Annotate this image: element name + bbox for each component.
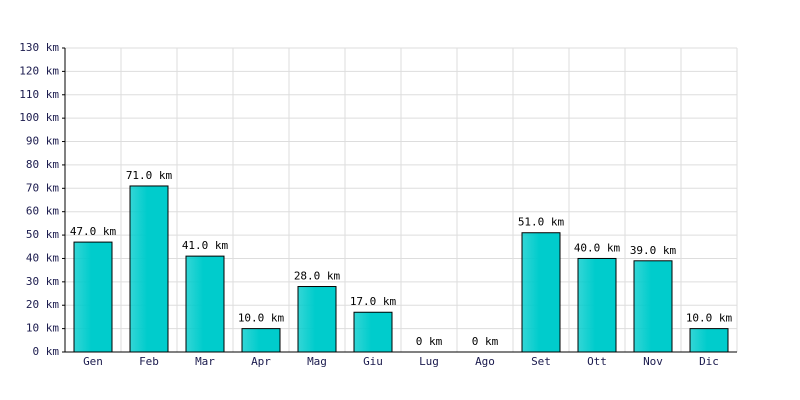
x-tick-label: Gen xyxy=(83,355,103,368)
bar xyxy=(185,255,225,353)
value-label: 10.0 km xyxy=(238,312,285,325)
bar xyxy=(577,257,617,353)
x-tick-label: Mag xyxy=(307,355,327,368)
bar xyxy=(633,260,673,353)
value-label: 40.0 km xyxy=(574,241,621,254)
bar xyxy=(129,185,169,353)
y-tick-label: 40 km xyxy=(26,251,59,264)
y-tick-label: 120 km xyxy=(19,64,59,77)
bar xyxy=(241,328,281,353)
bar xyxy=(297,286,337,353)
y-tick-label: 100 km xyxy=(19,111,59,124)
value-label: 28.0 km xyxy=(294,270,341,283)
value-label: 71.0 km xyxy=(126,169,173,182)
x-tick-label: Set xyxy=(531,355,551,368)
y-tick-label: 130 km xyxy=(19,41,59,54)
value-label: 39.0 km xyxy=(630,244,677,257)
bar xyxy=(353,311,393,353)
value-label: 47.0 km xyxy=(70,225,117,238)
y-tick-label: 0 km xyxy=(33,345,60,358)
x-tick-label: Lug xyxy=(419,355,439,368)
x-tick-label: Nov xyxy=(643,355,663,368)
y-tick-label: 50 km xyxy=(26,228,59,241)
bar xyxy=(689,328,729,353)
x-tick-label: Giu xyxy=(363,355,383,368)
x-tick-label: Feb xyxy=(139,355,159,368)
y-tick-label: 20 km xyxy=(26,298,59,311)
bar xyxy=(73,241,113,353)
value-label: 17.0 km xyxy=(350,295,397,308)
y-tick-label: 70 km xyxy=(26,181,59,194)
y-tick-label: 90 km xyxy=(26,135,59,148)
y-tick-label: 80 km xyxy=(26,158,59,171)
x-tick-label: Apr xyxy=(251,355,271,368)
x-tick-label: Ago xyxy=(475,355,495,368)
value-label: 41.0 km xyxy=(182,239,229,252)
x-tick-label: Ott xyxy=(587,355,607,368)
value-label: 10.0 km xyxy=(686,312,733,325)
value-label: 0 km xyxy=(416,335,443,348)
bar xyxy=(521,232,561,353)
value-label: 0 km xyxy=(472,335,499,348)
y-tick-label: 110 km xyxy=(19,88,59,101)
y-tick-label: 60 km xyxy=(26,205,59,218)
value-label: 51.0 km xyxy=(518,216,565,229)
y-tick-label: 30 km xyxy=(26,275,59,288)
y-tick-label: 10 km xyxy=(26,322,59,335)
x-tick-label: Mar xyxy=(195,355,215,368)
x-tick-label: Dic xyxy=(699,355,719,368)
